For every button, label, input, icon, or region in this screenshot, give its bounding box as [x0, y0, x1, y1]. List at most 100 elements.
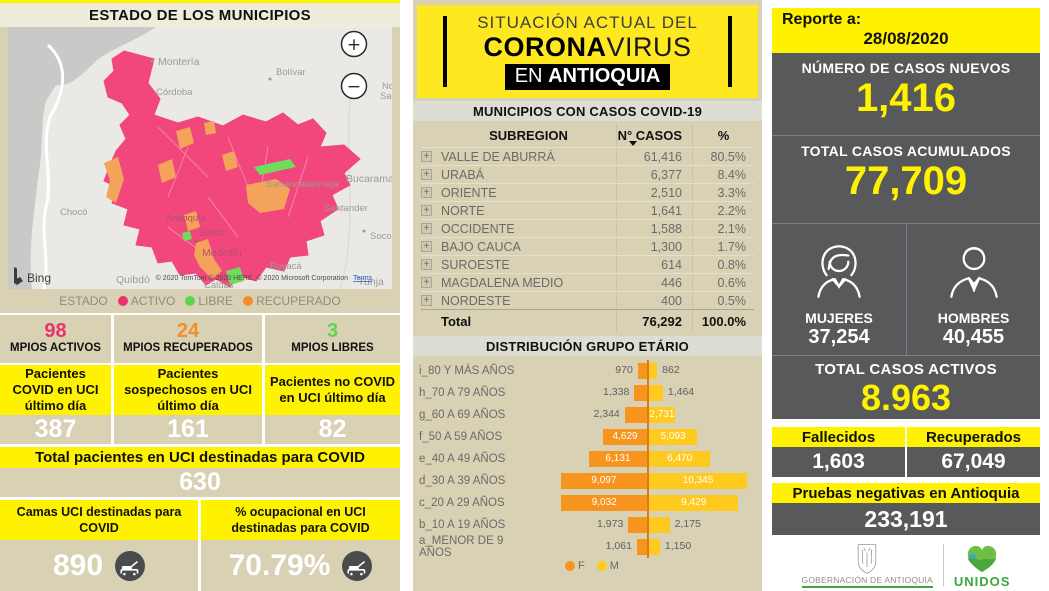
svg-text:Boyacá: Boyacá — [270, 261, 302, 272]
total-uci-header: Total pacientes en UCI destinadas para C… — [0, 447, 400, 468]
bar-f-value: 1,338 — [603, 386, 630, 398]
column-header-pct[interactable]: % — [692, 123, 754, 147]
subregion-table: SUBREGION N° CASOS % + VALLE DE ABURRÁ 61,… — [421, 123, 754, 333]
bar-m[interactable] — [649, 429, 698, 445]
pyramid-row: e_40 A 49 AÑOS 6,131 6,470 — [419, 448, 762, 470]
table-row[interactable]: + URABÁ 6,377 8.4% — [421, 165, 754, 183]
svg-text:Caldas: Caldas — [204, 280, 234, 289]
subregion-cases: 2,510 — [616, 184, 692, 201]
bar-f[interactable] — [624, 407, 647, 423]
subregion-cases: 400 — [616, 292, 692, 309]
banner-line1: SITUACIÓN ACTUAL DEL — [477, 13, 698, 33]
map-free-patches[interactable] — [182, 159, 296, 285]
gobernacion-logo: GOBERNACIÓN DE ANTIOQUIA — [801, 543, 933, 588]
svg-text:Tunja: Tunja — [358, 276, 384, 288]
bar-m[interactable] — [649, 517, 670, 533]
table-row[interactable]: + NORTE 1,641 2.2% — [421, 201, 754, 219]
pyramid-row: h_70 A 79 AÑOS 1,338 1,464 — [419, 382, 762, 404]
svg-text:Bello: Bello — [200, 227, 224, 239]
pyramid-row: b_10 A 19 AÑOS 1,973 2,175 — [419, 514, 762, 536]
map-river-line — [42, 43, 65, 289]
banner-line3: EN ANTIOQUIA — [504, 63, 671, 90]
total-uci-value: 630 — [0, 468, 400, 497]
bar-m[interactable] — [649, 451, 711, 467]
expand-icon[interactable]: + — [421, 241, 432, 252]
bar-f[interactable] — [637, 363, 647, 379]
map-canvas[interactable]: Montería Córdoba Bolívar Barrancabermeja… — [8, 27, 392, 289]
gobernacion-crest-icon — [858, 543, 877, 574]
subregion-name: SUROESTE — [441, 257, 510, 272]
pruebas-header: Pruebas negativas en Antioquia — [772, 483, 1040, 503]
bar-f-value: 6,131 — [605, 453, 631, 464]
bar-m[interactable] — [649, 539, 660, 555]
subregion-pct: 8.4% — [692, 166, 754, 183]
expand-icon[interactable]: + — [421, 187, 432, 198]
bar-f[interactable] — [588, 451, 647, 467]
svg-text:No: No — [382, 81, 392, 92]
svg-text:Bucaraman: Bucaraman — [346, 173, 392, 185]
uci-no-covid-value: 82 — [265, 415, 400, 444]
pyramid-row: c_20 A 29 AÑOS 9,032 9,429 — [419, 492, 762, 514]
zoom-out-button[interactable]: − — [340, 72, 368, 100]
bar-m[interactable] — [649, 363, 658, 379]
map-recovered-patches[interactable] — [104, 121, 290, 279]
legend-item-activo: ACTIVO — [117, 294, 175, 308]
subregion-cases: 1,300 — [616, 238, 692, 255]
bar-f-value: 4,629 — [612, 431, 638, 442]
table-row[interactable]: + ORIENTE 2,510 3.3% — [421, 183, 754, 201]
bar-m[interactable] — [649, 385, 663, 401]
svg-text:Bing: Bing — [27, 271, 51, 285]
bar-f[interactable] — [636, 539, 647, 555]
table-row[interactable]: + SUROESTE 614 0.8% — [421, 255, 754, 273]
svg-text:Bolívar: Bolívar — [276, 67, 306, 78]
bar-m[interactable] — [649, 495, 739, 511]
expand-icon[interactable]: + — [421, 295, 432, 306]
table-row[interactable]: + NORDESTE 400 0.5% — [421, 291, 754, 309]
expand-icon[interactable]: + — [421, 277, 432, 288]
report-date-box: Reporte a: 28/08/2020 — [772, 8, 1040, 53]
woman-icon — [772, 232, 906, 310]
expand-icon[interactable]: + — [421, 223, 432, 234]
subregion-pct: 80.5% — [692, 148, 754, 165]
coronavirus-banner: SITUACIÓN ACTUAL DEL CORONAVIRUS EN ANTI… — [417, 5, 758, 98]
table-row[interactable]: + MAGDALENA MEDIO 446 0.6% — [421, 273, 754, 291]
pruebas-value: 233,191 — [772, 503, 1040, 535]
bar-m-value: 2,175 — [674, 518, 701, 530]
zoom-in-button[interactable]: + — [340, 30, 368, 58]
bar-m[interactable] — [649, 473, 747, 489]
svg-text:© 2020 TomTom © 2020 HERE, © 2: © 2020 TomTom © 2020 HERE, © 2020 Micros… — [156, 274, 348, 282]
antioquia-map[interactable]: Montería Córdoba Bolívar Barrancabermeja… — [8, 27, 392, 289]
table-row[interactable]: + OCCIDENTE 1,588 2.1% — [421, 219, 754, 237]
legend-item-libre: LIBRE — [185, 294, 233, 308]
bar-f[interactable] — [603, 429, 647, 445]
table-row[interactable]: + BAJO CAUCA 1,300 1.7% — [421, 237, 754, 255]
table-row[interactable]: + VALLE DE ABURRÁ 61,416 80.5% — [421, 147, 754, 165]
bar-f[interactable] — [561, 495, 647, 511]
map-legend: ESTADO ACTIVO LIBRE RECUPERADO — [0, 289, 400, 313]
age-chart-rows: i_80 Y MÁS AÑOS 970 862 h_70 A 79 AÑOS 1,338… — [419, 360, 762, 559]
bar-f-value: 9,032 — [591, 497, 617, 508]
casos-activos-value: 8.963 — [860, 377, 952, 418]
expand-icon[interactable]: + — [421, 259, 432, 270]
subregion-cases: 1,641 — [616, 202, 692, 219]
bar-f[interactable] — [634, 385, 647, 401]
column-header-casos[interactable]: N° CASOS — [616, 123, 692, 147]
legend-item-m: M — [596, 560, 619, 572]
expand-icon[interactable]: + — [421, 205, 432, 216]
mujeres-column: MUJERES 37,254 — [772, 224, 906, 355]
bar-m-value: 1,464 — [667, 386, 695, 398]
pyramid-row: d_30 A 39 AÑOS 9,097 10,345 — [419, 470, 762, 492]
column-header-subregion[interactable]: SUBREGION — [489, 127, 568, 143]
bar-m[interactable] — [649, 407, 675, 423]
bar-f[interactable] — [628, 517, 647, 533]
svg-text:Barrancabermeja: Barrancabermeja — [266, 179, 340, 190]
bar-f[interactable] — [560, 473, 647, 489]
expand-icon[interactable]: + — [421, 169, 432, 180]
footer-divider — [942, 544, 944, 586]
map-terms-link[interactable]: Terms — [353, 275, 373, 282]
legend-item-recuperado: RECUPERADO — [243, 294, 341, 308]
expand-icon[interactable]: + — [421, 151, 432, 162]
recuperado-dot-icon — [243, 296, 254, 306]
svg-text:Antioquia: Antioquia — [166, 213, 206, 224]
